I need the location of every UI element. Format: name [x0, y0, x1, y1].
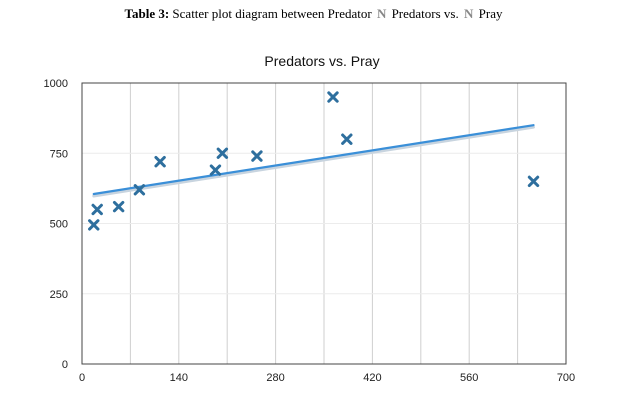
x-tick-label: 560 [460, 372, 478, 384]
data-point [209, 164, 222, 176]
trendline [92, 124, 535, 196]
chart-title: Predators vs. Pray [264, 53, 379, 69]
data-points [88, 91, 540, 231]
caption-text-before: Scatter plot diagram between Predator [172, 6, 372, 21]
grid-layer [82, 83, 566, 364]
data-point [133, 184, 146, 196]
data-point [88, 219, 100, 231]
caption-label: Table 3: [124, 6, 170, 21]
axis-layer: 0 140 280 420 560 700 0 250 500 750 1000 [44, 78, 576, 384]
trendline-layer [92, 124, 536, 198]
data-point [251, 150, 263, 162]
data-point [527, 175, 540, 188]
x-tick-label: 700 [557, 372, 575, 384]
caption-symbol-2: N [464, 6, 474, 21]
x-tick-label: 280 [266, 372, 284, 384]
caption-text-middle: Predators vs. [391, 6, 459, 21]
figure-caption: Table 3: Scatter plot diagram between Pr… [0, 6, 627, 22]
y-tick-label: 250 [50, 289, 68, 301]
x-tick-label: 420 [363, 372, 381, 384]
data-point [112, 200, 125, 213]
x-tick-label: 140 [170, 372, 188, 384]
trendline-shadow [92, 125, 536, 198]
caption-text-after: Pray [478, 6, 503, 21]
plot-frame [81, 82, 567, 365]
y-tick-label: 500 [50, 219, 68, 231]
y-tick-label: 1000 [44, 78, 68, 90]
y-tick-label: 0 [62, 359, 68, 371]
data-point [91, 203, 103, 216]
data-point [154, 155, 166, 168]
data-point [341, 133, 353, 145]
caption-symbol-1: N [376, 6, 387, 21]
y-tick-label: 750 [50, 148, 68, 160]
data-point [327, 91, 339, 103]
data-point [216, 147, 229, 159]
x-tick-label: 0 [79, 372, 85, 384]
